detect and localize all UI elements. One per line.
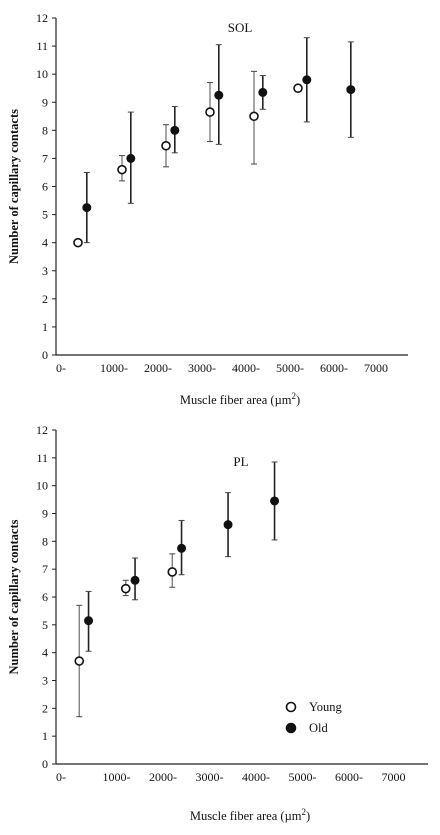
data-point-young bbox=[249, 111, 259, 122]
legend-marker-old bbox=[285, 722, 297, 734]
data-point-old bbox=[177, 543, 187, 553]
y-tick-label: 8 bbox=[42, 123, 48, 137]
data-point-young bbox=[161, 140, 171, 151]
y-tick-label: 10 bbox=[36, 67, 48, 81]
x-tick-label: 1000- bbox=[103, 770, 131, 784]
y-tick-label: 11 bbox=[36, 451, 48, 465]
x-axis-label-text: Muscle fiber area (µm bbox=[190, 809, 302, 823]
y-tick-label: 12 bbox=[36, 423, 48, 437]
legend-label: Young bbox=[309, 700, 343, 714]
y-tick-label: 3 bbox=[42, 264, 48, 278]
panel-title: PL bbox=[233, 454, 248, 469]
y-tick-label: 11 bbox=[36, 39, 48, 53]
y-tick-label: 10 bbox=[36, 479, 48, 493]
x-tick-label: 3000- bbox=[196, 770, 224, 784]
y-tick-label: 5 bbox=[42, 618, 48, 632]
x-tick-label: 7000 bbox=[364, 361, 388, 375]
x-axis-label-superscript: 2 bbox=[302, 807, 307, 817]
y-tick-label: 8 bbox=[42, 534, 48, 548]
data-point-old bbox=[82, 203, 92, 213]
x-tick-label: 4000- bbox=[242, 770, 270, 784]
y-tick-label: 0 bbox=[42, 757, 48, 771]
x-tick-label: 5000- bbox=[276, 361, 304, 375]
x-tick-label: 0- bbox=[56, 361, 66, 375]
data-point-young bbox=[117, 164, 127, 175]
y-tick-label: 0 bbox=[42, 348, 48, 362]
y-tick-label: 12 bbox=[36, 11, 48, 25]
legend-marker-young bbox=[285, 701, 297, 713]
y-tick-label: 6 bbox=[42, 590, 48, 604]
legend: Young Old bbox=[285, 700, 343, 735]
data-point-old bbox=[126, 153, 136, 163]
y-tick-label: 4 bbox=[42, 646, 48, 660]
data-point-old bbox=[84, 616, 94, 626]
y-tick-label: 9 bbox=[42, 95, 48, 109]
x-tick-label: 3000- bbox=[188, 361, 216, 375]
x-tick-label: 5000- bbox=[289, 770, 317, 784]
y-axis-label: Number of capillary contacts bbox=[7, 109, 21, 264]
x-tick-label: 0- bbox=[56, 770, 66, 784]
data-point-old bbox=[170, 125, 180, 135]
series-young bbox=[74, 553, 178, 718]
x-axis-label-close: ) bbox=[296, 393, 300, 407]
data-point-young bbox=[167, 567, 178, 577]
y-tick-label: 6 bbox=[42, 180, 48, 194]
x-axis-label-superscript: 2 bbox=[292, 391, 297, 401]
data-point-old bbox=[130, 575, 140, 585]
y-tick-label: 9 bbox=[42, 507, 48, 521]
data-point-old bbox=[346, 85, 356, 95]
series-old bbox=[82, 37, 356, 244]
y-tick-label: 1 bbox=[42, 320, 48, 334]
data-point-old bbox=[214, 90, 224, 100]
x-axis-label: Muscle fiber area (µm2) bbox=[190, 807, 310, 823]
data-point-old bbox=[223, 520, 233, 530]
legend-label: Old bbox=[309, 721, 329, 735]
x-tick-label: 7000 bbox=[382, 770, 406, 784]
data-point-young bbox=[74, 656, 85, 666]
data-point-young bbox=[205, 107, 215, 117]
data-point-young bbox=[293, 83, 303, 94]
x-tick-label: 6000- bbox=[335, 770, 363, 784]
y-tick-label: 7 bbox=[42, 562, 48, 576]
y-tick-label: 5 bbox=[42, 208, 48, 222]
y-tick-label: 1 bbox=[42, 729, 48, 743]
data-point-old bbox=[302, 75, 312, 85]
y-tick-label: 2 bbox=[42, 701, 48, 715]
x-axis-label-close: ) bbox=[306, 809, 310, 823]
data-point-young bbox=[120, 583, 131, 594]
y-tick-label: 2 bbox=[42, 292, 48, 306]
series-young bbox=[73, 70, 303, 248]
panel-title: SOL bbox=[228, 20, 253, 35]
y-axis-label: Number of capillary contacts bbox=[7, 519, 21, 674]
data-point-old bbox=[258, 87, 268, 97]
y-tick-label: 3 bbox=[42, 674, 48, 688]
x-tick-label: 4000- bbox=[232, 361, 260, 375]
x-tick-label: 6000- bbox=[320, 361, 348, 375]
y-tick-label: 4 bbox=[42, 236, 48, 250]
x-tick-label: 1000- bbox=[100, 361, 128, 375]
x-tick-label: 2000- bbox=[149, 770, 177, 784]
x-axis-label-text: Muscle fiber area (µm bbox=[180, 393, 292, 407]
data-point-old bbox=[270, 496, 280, 506]
y-tick-label: 7 bbox=[42, 151, 48, 165]
x-axis-label: Muscle fiber area (µm2) bbox=[180, 391, 300, 407]
series-old bbox=[84, 461, 280, 652]
data-point-young bbox=[73, 237, 83, 248]
x-tick-label: 2000- bbox=[144, 361, 172, 375]
